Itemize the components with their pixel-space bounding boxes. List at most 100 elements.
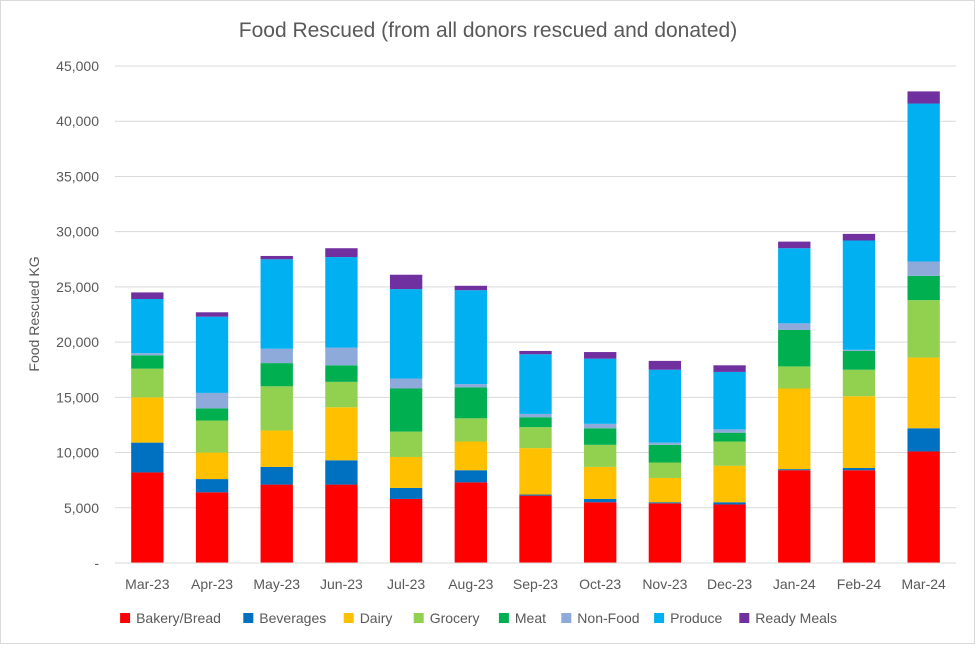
x-tick-label: May-23: [253, 576, 300, 592]
bar-segment: [389, 487, 423, 499]
legend-label: Produce: [670, 610, 722, 626]
legend-swatch: [654, 613, 665, 623]
x-tick-label: Mar-24: [901, 576, 946, 592]
bar-segment: [778, 323, 811, 330]
legend-label: Beverages: [259, 610, 326, 626]
bar-segment: [778, 469, 811, 471]
bar-segment: [131, 353, 164, 356]
bar-segment: [195, 408, 229, 421]
bar-segment: [454, 387, 487, 419]
bar-segment: [325, 460, 358, 485]
bar-segment: [648, 444, 682, 463]
bar-segment: [260, 255, 293, 260]
bar-segment: [907, 428, 940, 452]
bar-segment: [584, 444, 617, 467]
legend-label: Grocery: [430, 610, 480, 626]
bar-segment: [131, 299, 164, 354]
bar-segment: [842, 396, 876, 469]
bar-segment: [778, 388, 811, 470]
x-tick-label: Dec-23: [707, 576, 752, 592]
x-tick-label: Oct-23: [579, 576, 621, 592]
y-tick-label: 35,000: [56, 168, 99, 184]
bar-segment: [454, 482, 487, 563]
bar-segment: [907, 300, 940, 358]
bar-segment: [648, 360, 682, 370]
bar-segment: [648, 477, 682, 503]
y-tick-label: 5,000: [64, 500, 99, 516]
bar-segment: [454, 285, 487, 291]
bar-segment: [389, 388, 423, 432]
gridlines: [115, 65, 956, 509]
bar-segment: [584, 428, 617, 445]
legend: Bakery/Bread Beverages Dairy Grocery Meat Non…: [120, 610, 837, 626]
bar-segment: [713, 502, 746, 505]
bar-segment: [713, 432, 746, 442]
bar-segment: [131, 355, 164, 369]
bar-segment: [648, 502, 682, 504]
legend-label: Dairy: [360, 610, 393, 626]
bar-segment: [389, 289, 423, 379]
bar-segment: [842, 369, 876, 397]
bar-segment: [519, 350, 552, 355]
bar-segment: [260, 466, 293, 485]
bar-segment: [648, 503, 682, 563]
y-axis-ticks: - 5,000 10,000 15,000 20,000 25,000 30,000 35,0…: [56, 58, 99, 571]
bar-segment: [584, 466, 617, 499]
legend-label: Ready Meals: [755, 610, 837, 626]
legend-label: Meat: [515, 610, 546, 626]
x-tick-label: Aug-23: [448, 576, 493, 592]
y-tick-label: 45,000: [56, 58, 99, 74]
bar-segment: [907, 91, 940, 104]
bar-segment: [519, 494, 552, 496]
bar-segment: [325, 248, 358, 258]
bar-segment: [778, 366, 811, 389]
legend-swatch: [498, 613, 509, 623]
x-axis-ticks: Mar-23 Apr-23 May-23 Jun-23 Jul-23 Aug-23 Sep-…: [125, 576, 946, 592]
bar-segment: [907, 103, 940, 262]
bar-segment: [907, 275, 940, 301]
y-tick-label: 10,000: [56, 445, 99, 461]
bar-segment: [131, 292, 164, 300]
x-tick-label: Feb-24: [837, 576, 882, 592]
bar-segment: [842, 470, 876, 563]
bar-segment: [131, 472, 164, 563]
bar-segment: [325, 347, 358, 366]
bar-segment: [584, 423, 617, 429]
bar-segment: [778, 470, 811, 563]
bar-segment: [584, 498, 617, 503]
x-tick-label: Jun-23: [320, 576, 363, 592]
bar-segment: [713, 441, 746, 466]
bar-segment: [713, 371, 746, 430]
bar-segment: [260, 484, 293, 563]
bar-segment: [713, 429, 746, 433]
bar-segment: [389, 274, 423, 290]
y-axis-label: Food Rescued KG: [26, 256, 42, 371]
bar-segment: [131, 397, 164, 443]
chart-title: Food Rescued (from all donors rescued an…: [239, 19, 737, 42]
x-tick-label: Nov-23: [642, 576, 687, 592]
bar-segment: [454, 290, 487, 385]
y-tick-label: 40,000: [56, 113, 99, 129]
bar-segment: [778, 329, 811, 367]
bar-segment: [778, 248, 811, 324]
bar-segment: [131, 368, 164, 398]
bar-segment: [454, 441, 487, 471]
bar-segment: [519, 417, 552, 428]
bar-segment: [195, 492, 229, 563]
bar-segment: [907, 261, 940, 276]
bar-segment: [713, 504, 746, 563]
bar-segment: [519, 413, 552, 418]
bar-segment: [584, 358, 617, 424]
y-tick-label: -: [94, 555, 99, 571]
bar-segment: [195, 420, 229, 453]
bar-segment: [325, 381, 358, 408]
x-tick-label: Apr-23: [191, 576, 233, 592]
bar-segment: [389, 498, 423, 563]
bars: [131, 91, 940, 563]
legend-swatch: [561, 613, 572, 623]
bar-segment: [325, 484, 358, 563]
legend-swatch: [739, 613, 750, 623]
x-tick-label: Mar-23: [125, 576, 170, 592]
